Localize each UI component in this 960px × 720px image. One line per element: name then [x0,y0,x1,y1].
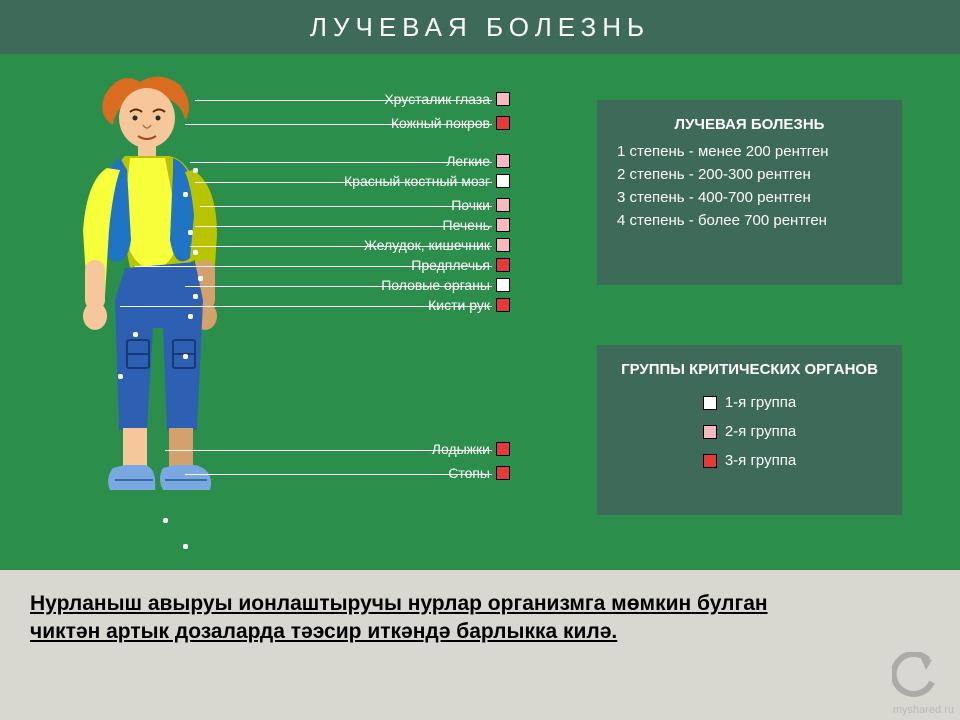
group-row: 1-я группа [703,394,796,411]
leader-point [183,192,188,197]
leader-line [165,450,492,451]
group-row: 3-я группа [703,452,796,469]
group-row: 2-я группа [703,423,796,440]
back-icon[interactable] [892,652,940,700]
groups-box: ГРУППЫ КРИТИЧЕСКИХ ОРГАНОВ 1-я группа 2-я… [597,345,902,515]
leader-line [120,306,492,307]
leader-point [193,168,198,173]
organ-label: Красный костный мозг [344,173,510,189]
page-title: ЛУЧЕВАЯ БОЛЕЗНЬ [0,0,960,54]
main-panel: ЛУЧЕВАЯ БОЛЕЗНЬ [0,0,960,570]
leader-line [200,206,492,207]
degree-row: 1 степень - менее 200 рентген [617,143,882,160]
degrees-box: ЛУЧЕВАЯ БОЛЕЗНЬ 1 степень - менее 200 ре… [597,100,902,285]
caption-text: Нурланыш авыруы ионлаштыручы нурлар орга… [30,590,830,647]
organ-label: Стопы [448,465,510,481]
leader-point [183,544,188,549]
leader-point [183,354,188,359]
leader-line [195,100,492,101]
leader-point [198,276,203,281]
leader-point [188,314,193,319]
organ-label: Почки [451,197,510,213]
human-figure [35,70,275,540]
organ-label: Предплечья [411,257,510,273]
leader-line [190,246,492,247]
leader-point [118,374,123,379]
organ-label: Легкие [446,153,510,169]
figure-svg [35,70,275,540]
leader-line [135,266,492,267]
leader-point [193,294,198,299]
organ-label: Кисти рук [428,297,510,313]
degree-row: 2 степень - 200-300 рентген [617,166,882,183]
groups-title: ГРУППЫ КРИТИЧЕСКИХ ОРГАНОВ [617,361,882,378]
leader-line [195,182,492,183]
degree-row: 4 степень - более 700 рентген [617,212,882,229]
organ-label: Печень [443,217,511,233]
organ-label: Хрусталик глаза [384,91,510,107]
organ-label: Половые органы [381,277,510,293]
leader-point [163,518,168,523]
leader-point [133,332,138,337]
leader-line [185,124,492,125]
degree-row: 3 степень - 400-700 рентген [617,189,882,206]
leader-point [193,250,198,255]
leader-line [185,474,492,475]
leader-line [190,162,492,163]
organ-label: Кожный покров [391,115,510,131]
leader-line [195,226,492,227]
organ-label: Лодыжки [432,441,510,457]
leader-line [185,286,492,287]
degrees-title: ЛУЧЕВАЯ БОЛЕЗНЬ [617,116,882,133]
organ-label: Желудок, кишечник [364,237,510,253]
leader-point [188,230,193,235]
watermark: myshared.ru [893,704,954,716]
